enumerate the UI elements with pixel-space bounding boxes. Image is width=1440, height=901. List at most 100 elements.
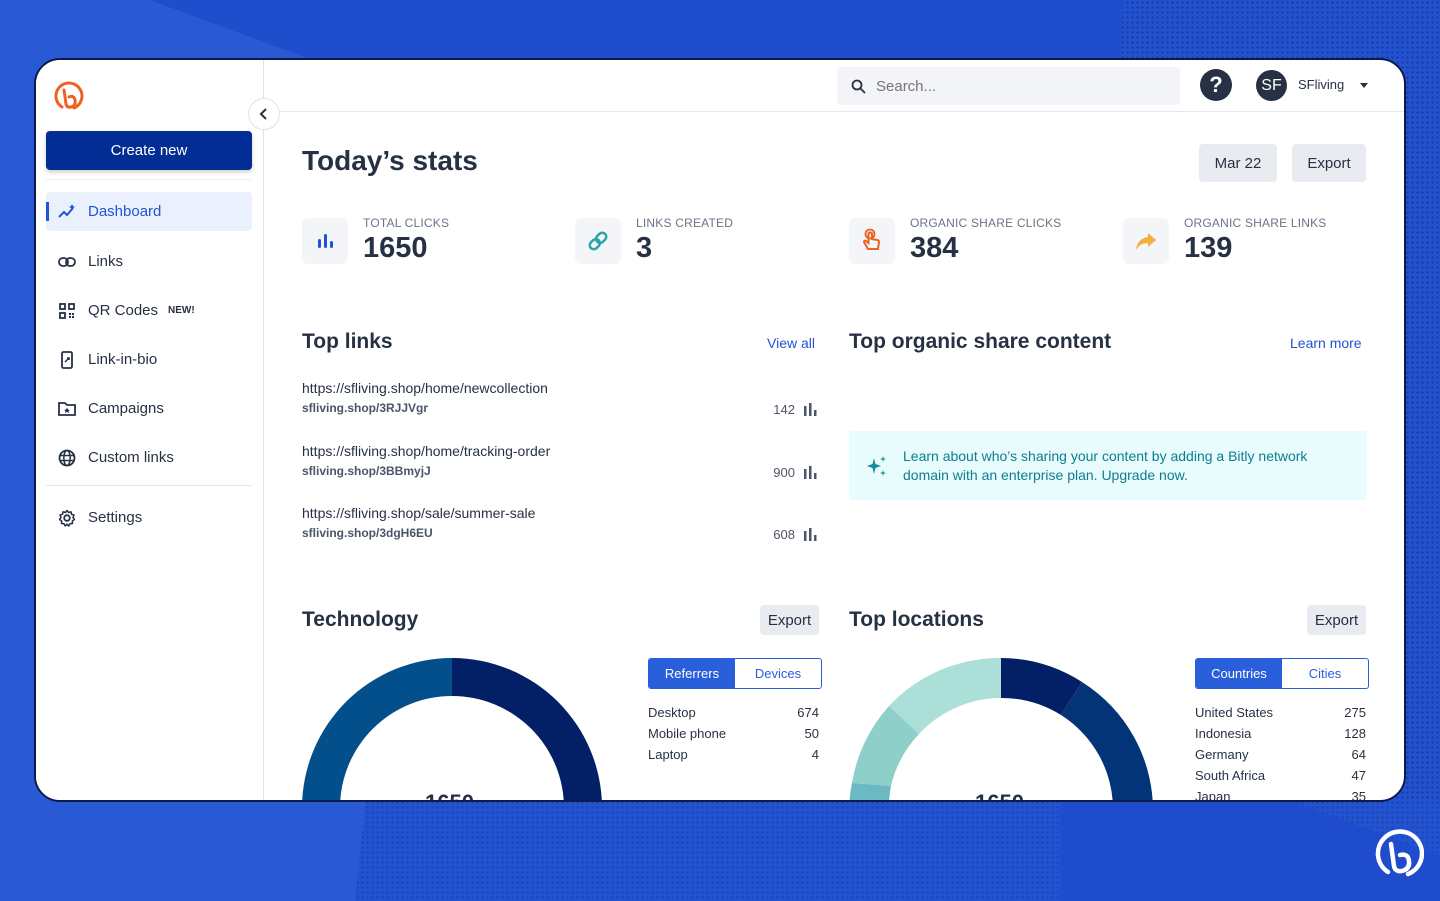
folder-star-icon [58, 400, 76, 418]
sidebar-item-dashboard[interactable]: Dashboard [46, 192, 252, 231]
avatar[interactable]: SF [1256, 70, 1287, 101]
bar-chart-icon[interactable] [803, 527, 819, 542]
organic-share-title: Top organic share content [849, 330, 1112, 353]
bitly-logo-icon[interactable] [52, 80, 84, 112]
search-input[interactable] [876, 77, 1156, 95]
sidebar-item-label: Campaigns [88, 400, 164, 417]
chevron-left-icon [259, 108, 267, 120]
sidebar-item-label: Custom links [88, 449, 174, 466]
tab-countries[interactable]: Countries [1196, 659, 1282, 688]
globe-icon [58, 449, 76, 467]
sidebar-item-label: Links [88, 253, 124, 270]
view-all-link[interactable]: View all [767, 335, 815, 351]
short-link[interactable]: sfliving.shop/3RJJVgr [302, 401, 429, 415]
upgrade-info-banner[interactable]: Learn about who’s sharing your content b… [849, 431, 1367, 500]
click-count-value: 900 [773, 465, 795, 480]
click-count-value: 608 [773, 527, 795, 542]
stat-label: ORGANIC SHARE LINKS [1184, 216, 1327, 230]
bar-chart-icon[interactable] [803, 465, 819, 480]
top-link-row: https://sfliving.shop/home/newcollection… [302, 380, 819, 430]
stat-links-created: LINKS CREATED 3 [575, 216, 734, 265]
link-icon [575, 218, 621, 264]
sidebar-item-custom-links[interactable]: Custom links [46, 438, 252, 477]
link-icon [58, 253, 76, 271]
locations-export-button[interactable]: Export [1307, 605, 1366, 635]
locations-donut-chart [849, 658, 1153, 800]
help-icon[interactable]: ? [1200, 69, 1232, 101]
stat-label: LINKS CREATED [636, 216, 734, 230]
technology-title: Technology [302, 608, 419, 631]
top-link-row: https://sfliving.shop/sale/summer-sale s… [302, 505, 819, 555]
locations-list: United States 275 Indonesia 128 Germany 64 … [1195, 702, 1366, 802]
stat-value: 1650 [363, 232, 428, 264]
list-item: Indonesia 128 [1195, 726, 1366, 741]
sidebar: Create new Dashboard Links QR [36, 60, 264, 800]
sidebar-item-label: Settings [88, 509, 143, 526]
tab-devices[interactable]: Devices [754, 666, 802, 681]
top-links-title: Top links [302, 330, 393, 353]
long-url: https://sfliving.shop/sale/summer-sale [302, 505, 536, 521]
technology-export-button[interactable]: Export [760, 605, 819, 635]
donut-total: 1650 [425, 790, 474, 800]
export-button[interactable]: Export [1292, 144, 1366, 182]
bar-chart-icon [302, 218, 348, 264]
qr-code-icon [58, 302, 76, 320]
sidebar-nav: Dashboard Links QR Codes NEW! [46, 192, 252, 537]
sidebar-item-links[interactable]: Links [46, 242, 252, 281]
list-item: Mobile phone 50 [648, 726, 819, 741]
technology-tabs: Referrers Devices [648, 658, 822, 689]
bar-chart-icon[interactable] [803, 402, 819, 417]
search-icon [851, 79, 866, 94]
stat-label: TOTAL CLICKS [363, 216, 450, 230]
app-window: Create new Dashboard Links QR [34, 58, 1406, 802]
click-count-value: 142 [773, 402, 795, 417]
sidebar-item-label: Link-in-bio [88, 351, 158, 368]
search-bar[interactable] [837, 67, 1180, 105]
new-badge: NEW! [168, 305, 195, 316]
stat-organic-share-links: ORGANIC SHARE LINKS 139 [1123, 216, 1327, 265]
date-picker-button[interactable]: Mar 22 [1199, 144, 1277, 182]
sidebar-item-link-in-bio[interactable]: Link-in-bio [46, 340, 252, 379]
stat-total-clicks: TOTAL CLICKS 1650 [302, 216, 450, 265]
sidebar-item-label: QR Codes [88, 302, 159, 319]
sparkle-icon [867, 455, 886, 476]
collapse-sidebar-button[interactable] [248, 98, 280, 130]
list-item: United States 275 [1195, 705, 1366, 720]
divider [46, 485, 252, 486]
learn-more-link[interactable]: Learn more [1290, 335, 1362, 351]
tab-cities[interactable]: Cities [1308, 666, 1342, 681]
stat-organic-share-clicks: ORGANIC SHARE CLICKS 384 [849, 216, 1062, 265]
list-item: Japan 35 [1195, 789, 1366, 802]
short-link[interactable]: sfliving.shop/3BBmyjJ [302, 464, 431, 478]
list-item: Desktop 674 [648, 705, 819, 720]
dashboard-sparkline-icon [58, 203, 76, 221]
short-link[interactable]: sfliving.shop/3dgH6EU [302, 526, 433, 540]
stat-label: ORGANIC SHARE CLICKS [910, 216, 1062, 230]
chevron-down-icon[interactable] [1360, 83, 1368, 88]
sidebar-item-campaigns[interactable]: Campaigns [46, 389, 252, 428]
locations-tabs: Countries Cities [1195, 658, 1369, 689]
sidebar-item-label: Dashboard [88, 203, 162, 220]
tab-referrers[interactable]: Referrers [649, 659, 735, 688]
long-url: https://sfliving.shop/home/newcollection [302, 380, 548, 396]
gear-icon [58, 509, 76, 527]
list-item: Laptop 4 [648, 747, 819, 762]
create-new-button[interactable]: Create new [46, 131, 252, 170]
sidebar-item-qr-codes[interactable]: QR Codes NEW! [46, 291, 252, 330]
bitly-logo-icon [1375, 829, 1424, 877]
list-item: South Africa 47 [1195, 768, 1366, 783]
info-text: Learn about who’s sharing your content b… [903, 447, 1308, 464]
mobile-page-icon [58, 350, 76, 369]
technology-donut-chart [302, 658, 602, 800]
sidebar-item-settings[interactable]: Settings [46, 498, 252, 537]
top-locations-title: Top locations [849, 608, 984, 631]
click-count: 900 [773, 465, 819, 480]
click-count: 142 [773, 402, 819, 417]
donut-total: 1650 [975, 790, 1024, 800]
technology-list: Desktop 674 Mobile phone 50 Laptop 4 [648, 702, 819, 765]
share-arrow-icon [1123, 218, 1169, 264]
list-item: Germany 64 [1195, 747, 1366, 762]
info-text: domain with an enterprise plan. Upgrade … [903, 466, 1188, 483]
account-name[interactable]: SFliving [1298, 77, 1345, 92]
click-count: 608 [773, 527, 819, 542]
